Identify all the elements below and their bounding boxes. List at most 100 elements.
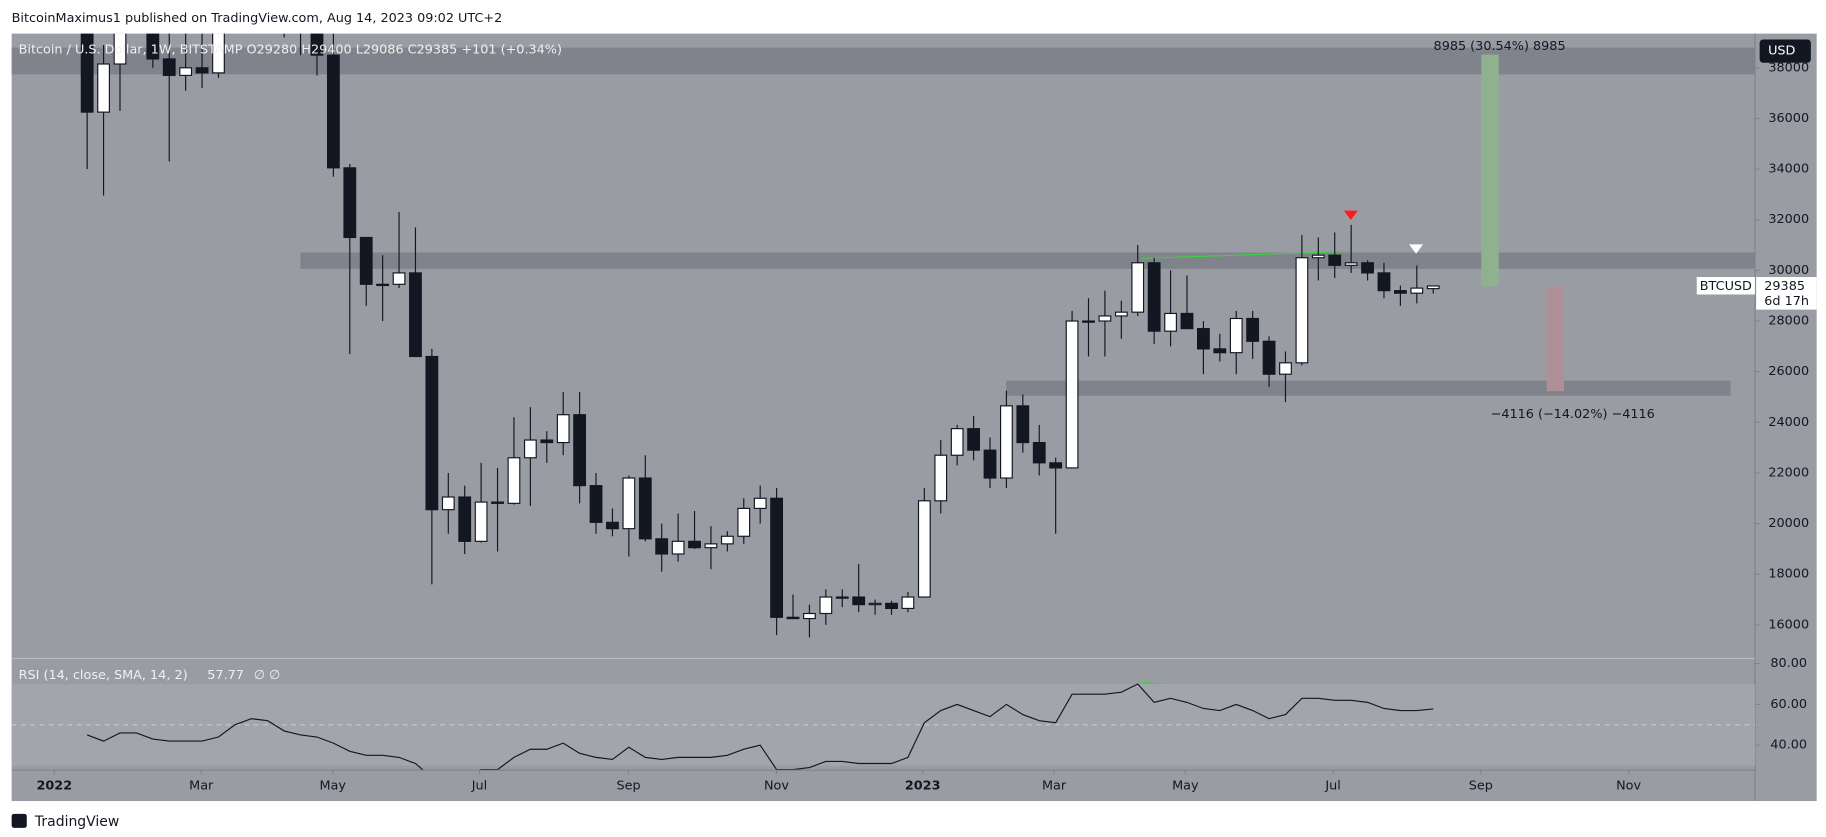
candle-body (1213, 348, 1227, 354)
candle-body (491, 501, 504, 504)
candle-body (934, 454, 948, 502)
resistance-zone (11, 47, 1755, 75)
candle-body (1311, 254, 1325, 259)
candle-body (1361, 262, 1374, 274)
y-tick-label: 60.00 (1770, 697, 1807, 712)
rsi-pane (11, 683, 1755, 770)
candle-body (1295, 257, 1309, 364)
candle-body (523, 439, 537, 459)
candle-body (622, 477, 636, 530)
x-tick-label: Jul (471, 778, 487, 793)
candle-body (1082, 320, 1095, 323)
short-target-box (1546, 286, 1564, 392)
candle-body (1410, 287, 1424, 294)
candle-body (195, 67, 209, 74)
candles (80, 33, 1440, 638)
support-zone (1006, 380, 1731, 396)
rsi-legend: RSI (14, close, SMA, 14, 2) (19, 668, 188, 683)
candle-body (474, 501, 488, 542)
candle-body (1196, 328, 1210, 350)
x-tick-label: Nov (764, 778, 789, 793)
y-tick-label: 36000 (1768, 111, 1809, 126)
y-tick-label: 80.00 (1770, 656, 1807, 671)
candle-body (852, 596, 866, 606)
candle-body (425, 355, 439, 511)
price-drawings (11, 47, 1755, 396)
last-price-tag (1756, 277, 1817, 310)
currency-button[interactable] (1759, 39, 1811, 63)
candle-body (343, 167, 357, 239)
candle-body (1377, 272, 1391, 292)
candle-body (1098, 315, 1112, 322)
y-tick-label: 20000 (1768, 516, 1809, 531)
candle-body (409, 272, 422, 358)
candle-body (392, 272, 406, 285)
y-tick-label: 26000 (1768, 364, 1809, 379)
candle-body (1262, 340, 1276, 375)
candle-body (737, 507, 751, 537)
candle-body (770, 497, 784, 618)
divergence-line (1141, 250, 1351, 259)
candle-body (819, 596, 833, 615)
candle-body (671, 540, 685, 555)
candle-body (589, 485, 603, 523)
x-tick-label: Mar (189, 778, 214, 793)
candle-body (212, 33, 225, 74)
candle-body (1344, 262, 1358, 266)
y-tick-label: 30000 (1768, 263, 1809, 278)
candle-body (162, 58, 176, 76)
y-tick-label: 32000 (1768, 212, 1809, 227)
candle-body (540, 439, 554, 444)
candle-body (720, 535, 734, 545)
y-tick-label: 22000 (1768, 465, 1809, 480)
candle-body (326, 54, 340, 169)
candle-body (638, 477, 652, 540)
candle-body (885, 602, 898, 610)
candle-body (507, 457, 521, 504)
short-label: −4116 (−14.02%) −4116 (1491, 407, 1655, 422)
candle-body (1049, 462, 1063, 469)
candle-body (310, 33, 324, 56)
candle-body (1229, 317, 1243, 354)
footer: TradingView (34, 814, 119, 830)
candle-body (950, 428, 964, 456)
y-tick-label: 38000 (1768, 60, 1809, 75)
candle-body (983, 449, 997, 479)
bearish-arrow (1343, 210, 1358, 220)
candle-body (1328, 254, 1342, 266)
y-tick-label: 40.00 (1770, 738, 1807, 753)
symbol-tag (1696, 277, 1755, 295)
candle-body (1131, 262, 1145, 313)
x-tick-label: Nov (1616, 778, 1641, 793)
candle-body (179, 67, 193, 76)
candle-body (901, 596, 915, 610)
candle-body (376, 283, 390, 287)
candle-body (1426, 285, 1440, 290)
candle-body (1016, 405, 1030, 444)
candle-body (1279, 362, 1292, 375)
x-tick-label: May (1172, 778, 1199, 793)
symbol-legend: Bitcoin / U.S. Dollar, 1W, BITSTAMP O292… (19, 42, 562, 57)
last-price: 29385 (1764, 279, 1805, 294)
candle-body (803, 612, 816, 620)
candle-body (688, 540, 701, 549)
candle-body (556, 414, 570, 444)
publisher: BitcoinMaximus1 published on TradingView… (12, 11, 503, 26)
candle-body (1246, 317, 1260, 342)
candle-body (1032, 441, 1046, 464)
long-label: 8985 (30.54%) 8985 (1434, 39, 1566, 54)
symbol-tag-label: BTCUSD (1700, 279, 1752, 294)
candle-body (573, 414, 587, 487)
candle-body (359, 236, 373, 285)
currency-label[interactable]: USD (1768, 44, 1795, 59)
candle-body (917, 500, 931, 598)
candle-body (655, 538, 669, 555)
countdown: 6d 17h (1764, 294, 1809, 309)
x-tick-label: Mar (1042, 778, 1067, 793)
long-target-box (1481, 54, 1499, 287)
axes: 16000 18000 20000 22000 24000 26000 28000 30000… (37, 60, 1810, 793)
candle-body (967, 428, 980, 451)
candle-body (1000, 405, 1013, 479)
y-tick-label: 28000 (1768, 314, 1809, 329)
rsi-extra: ∅ ∅ (254, 668, 280, 683)
